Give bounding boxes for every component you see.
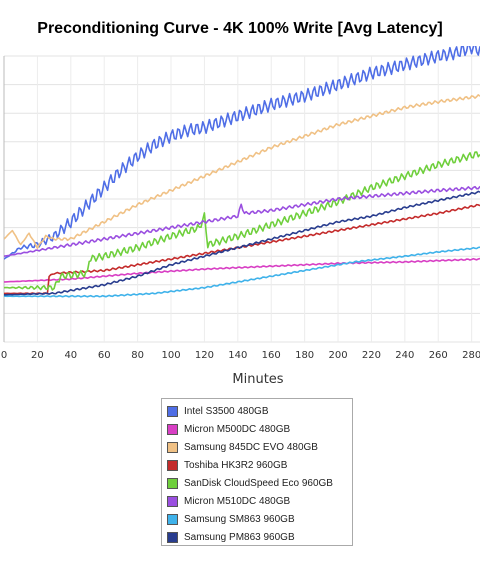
x-tick-label: 0 [1,350,7,361]
x-tick-label: 260 [429,350,448,361]
legend-label: Micron M510DC 480GB [184,495,291,507]
x-tick-label: 80 [131,350,144,361]
legend-item: Micron M510DC 480GB [167,492,352,510]
series-line-6 [4,185,480,257]
legend-swatch [167,531,178,543]
series-line-2 [4,257,480,283]
x-tick-label: 240 [395,350,414,361]
x-tick-label: 20 [31,350,44,361]
legend-item: Samsung 845DC EVO 480GB [167,438,352,456]
chart-legend: Intel S3500 480GB Micron M500DC 480GB Sams… [161,398,353,546]
legend-item: Micron M500DC 480GB [167,420,352,438]
series-line-7 [4,246,480,298]
legend-label: Samsung 845DC EVO 480GB [184,441,318,453]
x-tick-label: 180 [295,350,314,361]
x-tick-label: 160 [262,350,281,361]
x-axis-title: Minutes [232,372,283,387]
chart-title: Preconditioning Curve - 4K 100% Write [A… [37,20,443,37]
legend-label: Intel S3500 480GB [184,405,269,417]
x-tick-label: 40 [64,350,77,361]
legend-swatch [167,423,178,435]
legend-label: Micron M500DC 480GB [184,423,291,435]
legend-label: Samsung PM863 960GB [184,531,295,543]
x-tick-label: 60 [98,350,111,361]
series-line-3 [4,94,480,250]
legend-swatch [167,495,178,507]
legend-label: SanDisk CloudSpeed Eco 960GB [184,477,333,489]
legend-item: Samsung SM863 960GB [167,510,352,528]
legend-swatch [167,513,178,525]
legend-swatch [167,459,178,471]
legend-item: Toshiba HK3R2 960GB [167,456,352,474]
chart-plot: 0 20 40 60 80 100 120 140 160 180 200 220 240 260 280 M… [1,46,480,387]
x-tick-label: 280 [462,350,480,361]
legend-label: Samsung SM863 960GB [184,513,295,525]
series-line-8 [4,190,480,296]
series-line-5 [4,151,480,291]
legend-swatch [167,441,178,453]
x-tick-label: 200 [328,350,347,361]
legend-label: Toshiba HK3R2 960GB [184,459,288,471]
x-tick-label: 220 [362,350,381,361]
legend-swatch [167,405,178,417]
legend-item: Samsung PM863 960GB [167,528,352,546]
x-tick-label: 140 [228,350,247,361]
x-tick-label: 120 [195,350,214,361]
series-line-1 [4,46,480,260]
legend-swatch [167,477,178,489]
legend-item: Intel S3500 480GB [167,402,352,420]
x-tick-label: 100 [161,350,180,361]
legend-item: SanDisk CloudSpeed Eco 960GB [167,474,352,492]
